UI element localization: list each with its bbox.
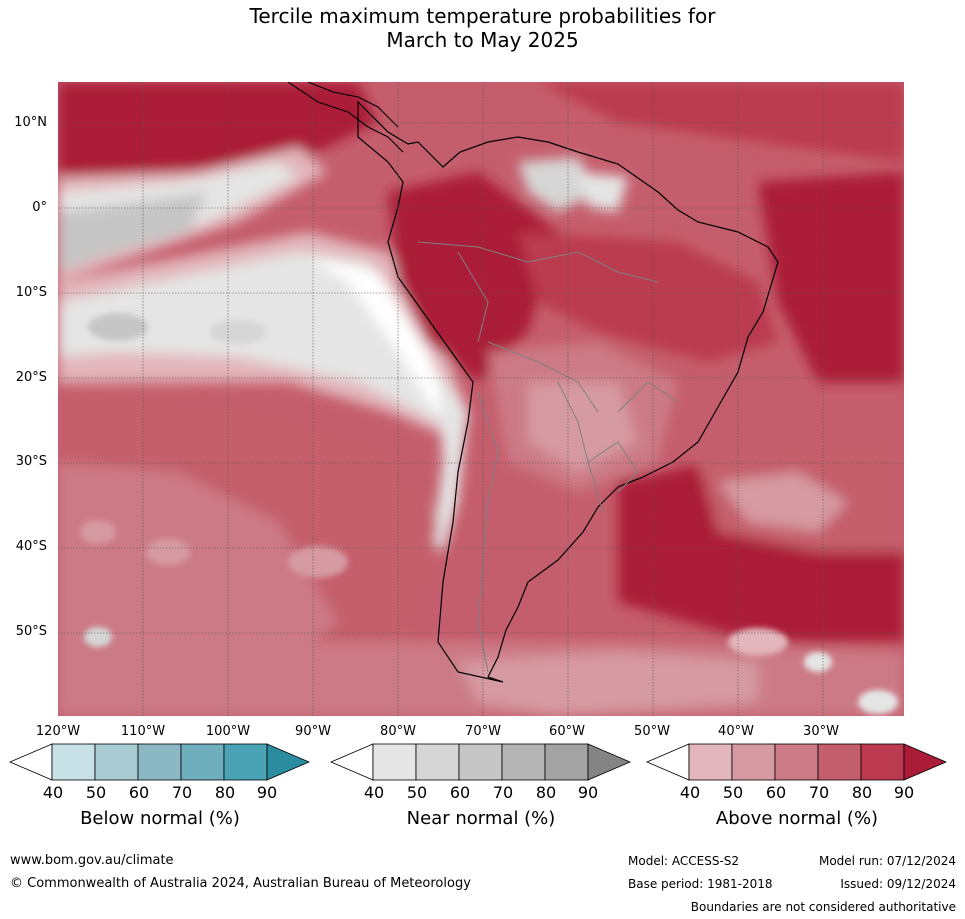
- probability-map: [58, 82, 904, 716]
- lat-label-50s: 50°S: [15, 624, 47, 639]
- lon-label-60w: 60°W: [549, 724, 585, 739]
- lon-label-50w: 50°W: [634, 724, 670, 739]
- legend-below-bar: [8, 743, 311, 781]
- legend-over-triangle: [587, 743, 632, 781]
- legend-near-tick-90: 90: [577, 783, 599, 802]
- map-canvas: [58, 82, 904, 716]
- legend-swatch: [223, 743, 268, 781]
- central-america-coast: [287, 82, 404, 153]
- legend-swatch: [51, 743, 96, 781]
- lon-label-40w: 40°W: [718, 724, 754, 739]
- legend-below-tick-50: 50: [85, 783, 107, 802]
- legend-above-normal: [645, 742, 948, 782]
- lat-label-40s: 40°S: [15, 539, 47, 554]
- legend-swatch: [731, 743, 776, 781]
- legend-above-tick-70: 70: [808, 783, 830, 802]
- legend-swatch: [817, 743, 862, 781]
- legend-above-title: Above normal (%): [715, 808, 879, 829]
- legend-over-triangle: [903, 743, 948, 781]
- lon-label-70w: 70°W: [465, 724, 501, 739]
- legend-above-tick-40: 40: [679, 783, 701, 802]
- footer-url: www.bom.gov.au/climate: [10, 853, 174, 868]
- footer-base-period: Base period: 1981-2018: [628, 877, 773, 891]
- legend-below-title: Below normal (%): [80, 808, 240, 829]
- legend-above-tick-60: 60: [765, 783, 787, 802]
- legend-near-bar: [329, 743, 632, 781]
- legend-below-tick-90: 90: [256, 783, 278, 802]
- legend-near-tick-50: 50: [406, 783, 428, 802]
- title-line-1: Tercile maximum temperature probabilitie…: [249, 4, 716, 28]
- legend-above-tick-90: 90: [893, 783, 915, 802]
- legend-below-tick-70: 70: [171, 783, 193, 802]
- legend-swatch: [501, 743, 546, 781]
- coastline: [357, 100, 779, 683]
- footer-copyright: © Commonwealth of Australia 2024, Austra…: [10, 876, 471, 891]
- legend-swatch: [94, 743, 139, 781]
- legend-under-triangle: [8, 743, 53, 781]
- legend-above-tick-50: 50: [722, 783, 744, 802]
- lon-label-120w: 120°W: [35, 724, 81, 739]
- legend-under-triangle: [645, 743, 690, 781]
- legend-swatch: [180, 743, 225, 781]
- legend-swatch: [372, 743, 417, 781]
- footer-model-run: Model run: 07/12/2024: [818, 854, 956, 868]
- legend-swatch: [688, 743, 733, 781]
- footer-disclaimer: Boundaries are not considered authoritat…: [690, 900, 956, 914]
- footer-model: Model: ACCESS-S2: [628, 854, 740, 868]
- legend-over-triangle: [266, 743, 311, 781]
- title-line-2: March to May 2025: [386, 28, 579, 52]
- country-boundaries: [417, 241, 679, 673]
- legend-above-tick-80: 80: [851, 783, 873, 802]
- legend-below-normal: [8, 742, 311, 782]
- legend-swatch: [544, 743, 589, 781]
- lat-label-30s: 30°S: [15, 454, 47, 469]
- legend-near-tick-60: 60: [449, 783, 471, 802]
- legend-near-title: Near normal (%): [406, 808, 556, 829]
- lat-label-0: 0°: [32, 200, 47, 215]
- lon-label-100w: 100°W: [205, 724, 251, 739]
- legend-swatch: [415, 743, 460, 781]
- legend-swatch: [137, 743, 182, 781]
- legend-swatch: [860, 743, 905, 781]
- legend-near-normal: [329, 742, 632, 782]
- legend-near-tick-40: 40: [363, 783, 385, 802]
- legend-near-tick-70: 70: [492, 783, 514, 802]
- lat-label-10s: 10°S: [15, 285, 47, 300]
- map-title: Tercile maximum temperature probabilitie…: [0, 4, 965, 52]
- legend-under-triangle: [329, 743, 374, 781]
- lon-label-30w: 30°W: [803, 724, 839, 739]
- legend-swatch: [458, 743, 503, 781]
- lat-label-10n: 10°N: [14, 115, 47, 130]
- graticule: [58, 82, 904, 716]
- legend-above-bar: [645, 743, 948, 781]
- lon-label-110w: 110°W: [120, 724, 166, 739]
- lat-label-20s: 20°S: [15, 370, 47, 385]
- legend-swatch: [774, 743, 819, 781]
- legend-below-tick-80: 80: [214, 783, 236, 802]
- legend-below-tick-60: 60: [128, 783, 150, 802]
- lon-label-80w: 80°W: [380, 724, 416, 739]
- speckle-patches: [80, 313, 898, 714]
- legend-near-tick-80: 80: [535, 783, 557, 802]
- lon-label-90w: 90°W: [295, 724, 331, 739]
- legend-below-tick-40: 40: [42, 783, 64, 802]
- footer-issued: Issued: 09/12/2024: [840, 877, 956, 891]
